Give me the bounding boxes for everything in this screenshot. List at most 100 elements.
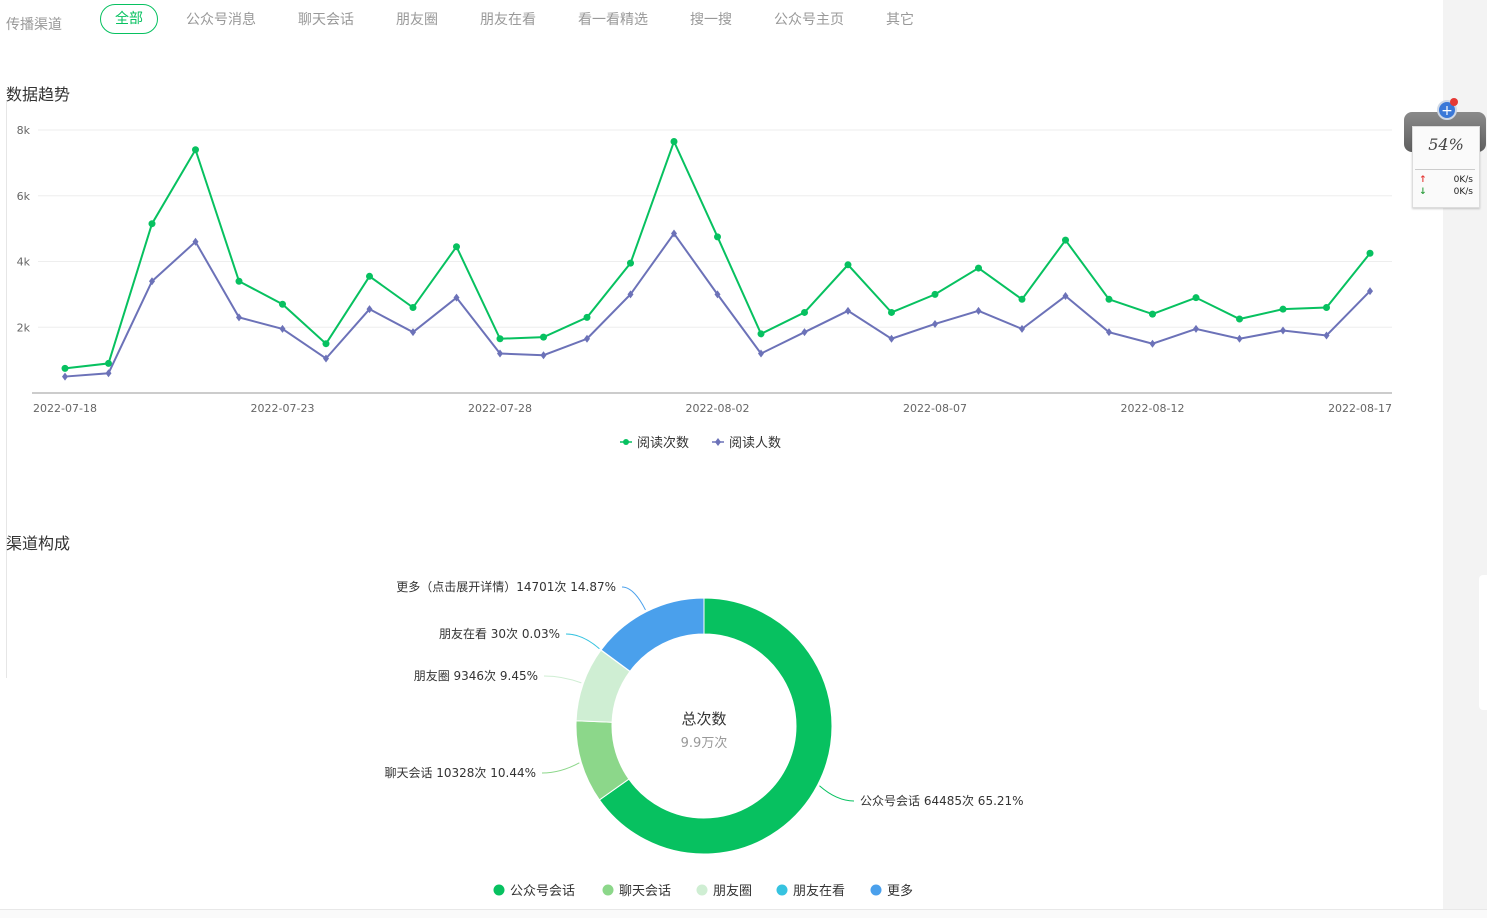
legend-marker (715, 438, 721, 446)
tab-search[interactable]: 搜一搜 (690, 12, 732, 28)
data-point (1323, 304, 1330, 312)
data-point (758, 349, 764, 358)
data-point (1279, 305, 1287, 313)
data-point (1106, 328, 1112, 337)
legend-marker (493, 884, 505, 896)
data-point (279, 324, 286, 333)
data-point (627, 259, 634, 267)
tab-moments[interactable]: 朋友圈 (396, 12, 438, 28)
data-point (1105, 295, 1113, 303)
y-tick-label: 4k (17, 256, 31, 269)
download-arrow-icon: ↓ (1419, 187, 1427, 197)
data-point (714, 233, 721, 241)
data-point (1280, 326, 1286, 335)
donut-center-value: 9.9万次 (681, 735, 728, 751)
data-point (540, 333, 547, 341)
legend-label: 聊天会话 (619, 884, 671, 899)
channel-filter-label: 传播渠道 (6, 17, 62, 33)
bottom-status-strip (0, 909, 1487, 918)
widget-paper: 54% ↑ 0K/s ↓ 0K/s (1412, 126, 1480, 208)
series-line (64, 138, 1371, 370)
data-point (932, 319, 938, 328)
label-leader-line (543, 675, 582, 684)
x-tick-label: 2022-08-17 (1328, 402, 1392, 415)
x-tick-label: 2022-07-23 (251, 402, 315, 415)
data-point (496, 335, 504, 343)
data-point (1236, 334, 1243, 343)
composition-section-title: 渠道构成 (6, 534, 71, 553)
data-point (453, 293, 460, 302)
y-tick-label: 8k (17, 124, 31, 137)
tab-account-homepage[interactable]: 公众号主页 (774, 12, 844, 28)
tab-official-message[interactable]: 公众号消息 (186, 12, 256, 28)
download-speed: 0K/s (1453, 187, 1473, 197)
slice-label: 朋友在看 30次 0.03% (439, 627, 560, 641)
data-point (235, 277, 243, 285)
data-point (62, 372, 68, 381)
tab-friends-watching[interactable]: 朋友在看 (480, 12, 536, 28)
label-leader-line (819, 785, 855, 802)
trend-section-title: 数据趋势 (6, 85, 71, 104)
label-leader-line (565, 633, 600, 650)
data-point (627, 290, 634, 299)
legend-label: 更多 (887, 883, 913, 899)
data-point (583, 313, 591, 321)
data-point (236, 313, 242, 322)
data-point (105, 359, 112, 367)
donut-slice (600, 597, 705, 672)
tab-all[interactable]: 全部 (100, 4, 158, 34)
legend-marker (696, 884, 708, 896)
data-point (322, 340, 330, 348)
data-point (410, 328, 416, 337)
data-point (1149, 310, 1156, 318)
y-tick-label: 6k (17, 190, 31, 203)
label-leader-line (541, 762, 580, 774)
widget-add-icon[interactable]: + (1437, 100, 1457, 120)
y-tick-label: 2k (17, 321, 31, 334)
data-point (1236, 315, 1243, 323)
notification-dot-icon (1450, 98, 1458, 106)
data-point (279, 300, 286, 308)
data-point (61, 364, 69, 372)
data-point (105, 369, 112, 378)
slice-label: 聊天会话 10328次 10.44% (384, 766, 536, 780)
widget-divider (1415, 169, 1475, 170)
legend-marker (776, 884, 788, 896)
data-point (975, 306, 982, 315)
trend-line-chart: 2k 4k 6k 8k 2022-07-18 2022-07-23 2022-07-28 20… (17, 124, 1392, 451)
data-point (540, 351, 547, 360)
label-leader-line (621, 586, 646, 611)
data-point (888, 308, 895, 316)
data-point (844, 261, 852, 269)
data-point (192, 146, 199, 154)
legend-marker (602, 884, 614, 896)
data-point (497, 349, 503, 358)
data-point (366, 272, 373, 280)
data-point (1192, 294, 1200, 302)
tab-top-stories[interactable]: 看一看精选 (578, 12, 648, 28)
data-point (975, 264, 982, 272)
tab-other[interactable]: 其它 (886, 12, 914, 28)
data-point (1019, 324, 1025, 333)
data-point (584, 334, 590, 343)
slice-label: 公众号会话 64485次 65.21% (860, 794, 1024, 808)
data-point (714, 290, 721, 299)
data-point (1018, 295, 1026, 303)
side-drawer-handle[interactable] (1479, 575, 1487, 710)
legend-label: 朋友圈 (713, 883, 752, 899)
legend-marker (623, 439, 629, 445)
legend-label: 公众号会话 (510, 884, 575, 899)
donut-slice (598, 597, 833, 855)
upload-speed: 0K/s (1453, 175, 1473, 185)
slice-label: 更多（点击展开详情）14701次 14.87% (396, 579, 616, 594)
network-speed-widget[interactable]: 54% ↑ 0K/s ↓ 0K/s + (1404, 98, 1486, 210)
x-tick-label: 2022-07-18 (33, 402, 97, 415)
data-point (1323, 331, 1330, 340)
data-point (1062, 236, 1069, 244)
data-point (1193, 324, 1199, 333)
channel-donut-chart: 公众号会话 64485次 65.21% 聊天会话 10328次 10.44% 朋友圈… (384, 579, 1024, 899)
legend-label: 朋友在看 (793, 883, 845, 899)
legend-label: 阅读次数 (637, 435, 689, 451)
x-tick-label: 2022-08-07 (903, 402, 967, 415)
tab-chat-session[interactable]: 聊天会话 (298, 12, 354, 28)
